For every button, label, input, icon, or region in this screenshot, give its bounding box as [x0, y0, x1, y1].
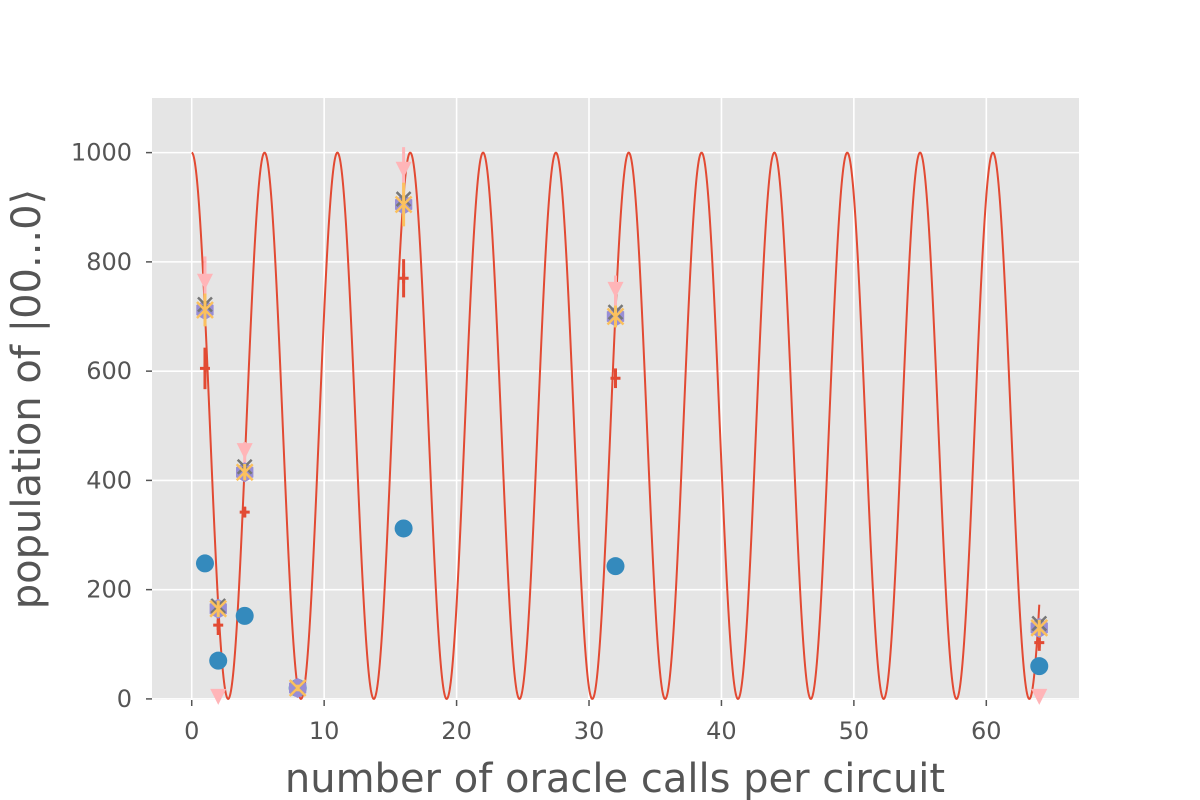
circle-point: [394, 519, 413, 538]
x-tick-label: 40: [706, 717, 737, 745]
series-5: [196, 182, 1049, 697]
x-tick-label: 20: [441, 717, 472, 745]
y-tick-label: 200: [86, 576, 132, 604]
x-point: [288, 679, 307, 697]
y-tick-label: 400: [86, 466, 132, 494]
plot-area: [152, 98, 1079, 700]
x-point: [1030, 619, 1049, 637]
plus-point: [239, 507, 250, 518]
triangle-point: [395, 161, 412, 178]
y-tick-label: 600: [86, 357, 132, 385]
plus-point: [199, 363, 210, 374]
x-point: [196, 301, 214, 319]
triangle-point: [1031, 688, 1048, 705]
x-tick-label: 10: [309, 717, 340, 745]
y-tick-label: 0: [117, 685, 132, 713]
x-tick-label: 60: [971, 717, 1002, 745]
x-point: [606, 307, 625, 326]
x-tick-label: 30: [574, 717, 605, 745]
circle-point: [606, 557, 625, 576]
x-point: [394, 195, 413, 214]
plus-point: [398, 273, 409, 284]
x-point: [235, 463, 254, 482]
circle-point: [1030, 657, 1049, 676]
plus-point: [1034, 637, 1045, 648]
y-tick-label: 800: [86, 248, 132, 276]
circle-point: [209, 651, 228, 670]
plus-point: [213, 620, 224, 631]
x-tick-label: 0: [184, 717, 199, 745]
data-points-layer: [195, 147, 1049, 705]
circle-point: [195, 554, 214, 573]
triangle-point: [607, 281, 624, 298]
y-axis-label: population of |00...0⟩: [4, 189, 50, 609]
x-point: [209, 599, 228, 618]
plus-point: [610, 373, 621, 384]
x-tick-label: 50: [839, 717, 870, 745]
triangle-point: [196, 273, 213, 290]
circle-point: [235, 606, 254, 625]
triangle-point: [210, 688, 227, 705]
triangle-point: [236, 443, 253, 460]
y-tick-label: 1000: [71, 139, 132, 167]
x-axis-label: number of oracle calls per circuit: [285, 756, 945, 800]
